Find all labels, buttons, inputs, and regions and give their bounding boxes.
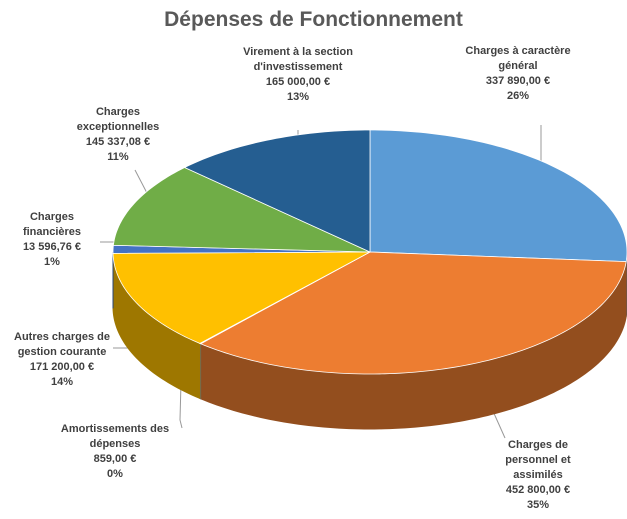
value-label: 452 800,00 € bbox=[505, 484, 571, 496]
value-label: 13 596,76 € bbox=[22, 241, 82, 253]
percent-label: 13% bbox=[286, 91, 310, 103]
percent-label: 14% bbox=[50, 376, 74, 388]
value-label: 859,00 € bbox=[93, 453, 137, 465]
data-label: Charges de personnel et assimilés 452 800… bbox=[483, 438, 593, 513]
category-name: Charges à caractère général bbox=[465, 45, 571, 72]
data-label: Autres charges de gestion courante 171 20… bbox=[0, 330, 125, 390]
pie-slice bbox=[369, 129, 627, 263]
pie-tops bbox=[112, 129, 627, 375]
percent-label: 26% bbox=[506, 90, 530, 102]
category-name: Autres charges de gestion courante bbox=[14, 331, 110, 358]
data-label: Amortissements des dépenses 859,00 € 0% bbox=[50, 422, 180, 482]
value-label: 165 000,00 € bbox=[265, 76, 331, 88]
data-label: Charges exceptionnelles 145 337,08 € 11% bbox=[63, 105, 173, 165]
pie-slice bbox=[183, 129, 371, 253]
percent-label: 0% bbox=[107, 468, 123, 480]
percent-label: 35% bbox=[526, 499, 550, 511]
category-name: Charges exceptionnelles bbox=[76, 106, 160, 133]
percent-label: 11% bbox=[107, 151, 129, 163]
category-name: Charges financières bbox=[22, 211, 82, 238]
value-label: 337 890,00 € bbox=[485, 75, 551, 87]
percent-label: 1% bbox=[44, 256, 60, 268]
value-label: 171 200,00 € bbox=[29, 361, 95, 373]
pie-slice bbox=[199, 251, 627, 375]
category-name: Virement à la section d'investissement bbox=[243, 46, 353, 73]
data-label: Charges financières 13 596,76 € 1% bbox=[0, 210, 105, 270]
value-label: 145 337,08 € bbox=[85, 136, 151, 148]
pie-slice bbox=[112, 167, 371, 253]
chart-title: Dépenses de Fonctionnement bbox=[164, 8, 463, 31]
category-name: Charges de personnel et assimilés bbox=[505, 439, 571, 481]
category-name: Amortissements des dépenses bbox=[60, 423, 170, 450]
pie-slice bbox=[112, 251, 371, 344]
data-label: Virement à la section d'investissement 16… bbox=[243, 45, 353, 105]
data-label: Charges à caractère général 337 890,00 € 2… bbox=[448, 44, 588, 104]
